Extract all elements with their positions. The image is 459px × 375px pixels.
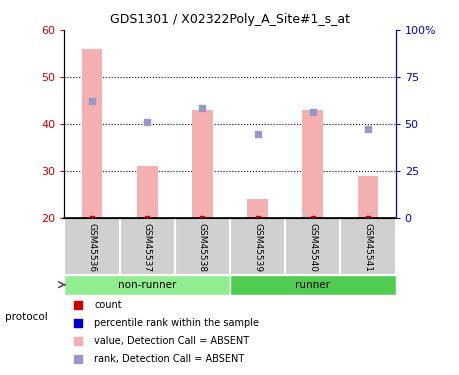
Point (88, 215, 95, 221)
Bar (230, 274, 395, 295)
Bar (136, 166, 157, 218)
Point (364, 126, 371, 132)
Point (143, 119, 151, 125)
Bar (64, 274, 230, 295)
Point (308, 110, 316, 116)
Text: GSM45539: GSM45539 (252, 223, 262, 272)
Text: value, Detection Call = ABSENT: value, Detection Call = ABSENT (94, 336, 249, 346)
Title: GDS1301 / X02322Poly_A_Site#1_s_at: GDS1301 / X02322Poly_A_Site#1_s_at (110, 13, 349, 26)
Text: count: count (94, 300, 122, 310)
Bar (246, 200, 268, 218)
Bar (174, 218, 230, 274)
Bar (340, 218, 395, 274)
Point (74, 320, 81, 326)
Text: GSM45540: GSM45540 (308, 223, 317, 272)
Text: percentile rank within the sample: percentile rank within the sample (94, 318, 258, 328)
Bar (285, 218, 340, 274)
Point (308, 215, 316, 221)
Bar (230, 218, 285, 274)
Text: protocol: protocol (5, 312, 47, 322)
Point (74, 356, 81, 362)
Text: runner: runner (295, 280, 330, 290)
Text: GSM45536: GSM45536 (87, 223, 96, 272)
Text: GSM45538: GSM45538 (197, 223, 207, 272)
Point (143, 215, 151, 221)
Point (88, 98, 95, 104)
Point (198, 215, 206, 221)
Bar (191, 110, 213, 218)
Point (364, 215, 371, 221)
Bar (119, 218, 174, 274)
Point (253, 130, 261, 136)
Point (253, 215, 261, 221)
Bar (357, 176, 378, 218)
Text: rank, Detection Call = ABSENT: rank, Detection Call = ABSENT (94, 354, 244, 364)
Text: non-runner: non-runner (118, 280, 176, 290)
Text: GSM45537: GSM45537 (142, 223, 151, 272)
Point (74, 302, 81, 308)
Bar (302, 110, 323, 218)
Text: GSM45541: GSM45541 (363, 223, 372, 272)
Point (74, 338, 81, 344)
Bar (64, 218, 119, 274)
Point (198, 105, 206, 111)
Bar (81, 49, 102, 218)
